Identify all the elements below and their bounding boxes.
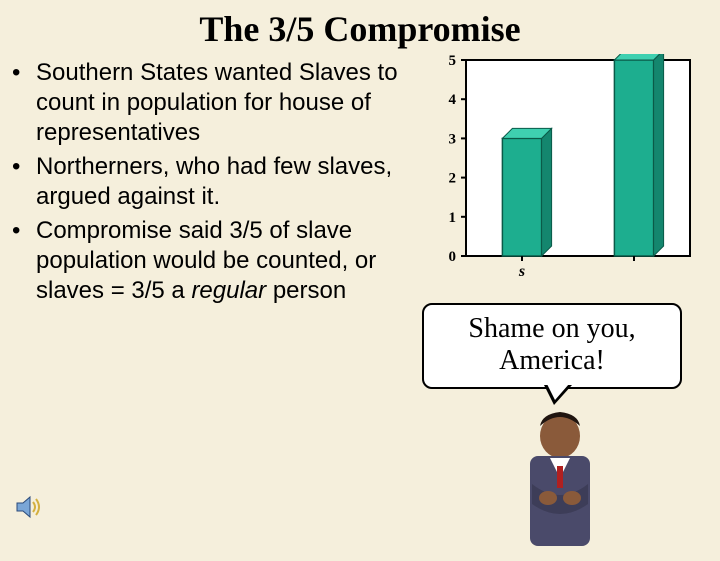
person-clipart bbox=[500, 406, 620, 556]
bullet-item: Northerners, who had few slaves, argued … bbox=[12, 152, 412, 212]
bullet-list: Southern States wanted Slaves to count i… bbox=[12, 58, 412, 310]
chart-svg: 0 1 2 3 4 5 s bbox=[430, 54, 700, 284]
svg-text:3: 3 bbox=[449, 131, 457, 147]
svg-text:1: 1 bbox=[449, 210, 457, 226]
callout-line: America! bbox=[430, 345, 674, 377]
svg-text:2: 2 bbox=[449, 171, 457, 187]
bullet-text: Southern States wanted Slaves to count i… bbox=[36, 59, 398, 146]
callout-line: Shame on you, bbox=[430, 313, 674, 345]
svg-text:5: 5 bbox=[449, 54, 457, 69]
speaker-icon[interactable] bbox=[14, 492, 44, 522]
svg-text:s: s bbox=[518, 263, 525, 280]
slide-title: The 3/5 Compromise bbox=[0, 0, 720, 50]
speech-callout: Shame on you, America! bbox=[422, 303, 682, 389]
svg-text:4: 4 bbox=[449, 92, 457, 108]
right-column: 012345s Shame on you, America! bbox=[412, 58, 708, 310]
bullet-item: Compromise said 3/5 of slave population … bbox=[12, 216, 412, 306]
bar-chart: 0 1 2 3 4 5 s bbox=[430, 54, 700, 284]
content-area: Southern States wanted Slaves to count i… bbox=[0, 50, 720, 310]
bullet-text-post: person bbox=[266, 277, 346, 304]
bullet-italic: regular bbox=[191, 277, 266, 304]
svg-text:0: 0 bbox=[449, 249, 457, 265]
bullet-item: Southern States wanted Slaves to count i… bbox=[12, 58, 412, 148]
bullet-text: Northerners, who had few slaves, argued … bbox=[36, 153, 392, 210]
